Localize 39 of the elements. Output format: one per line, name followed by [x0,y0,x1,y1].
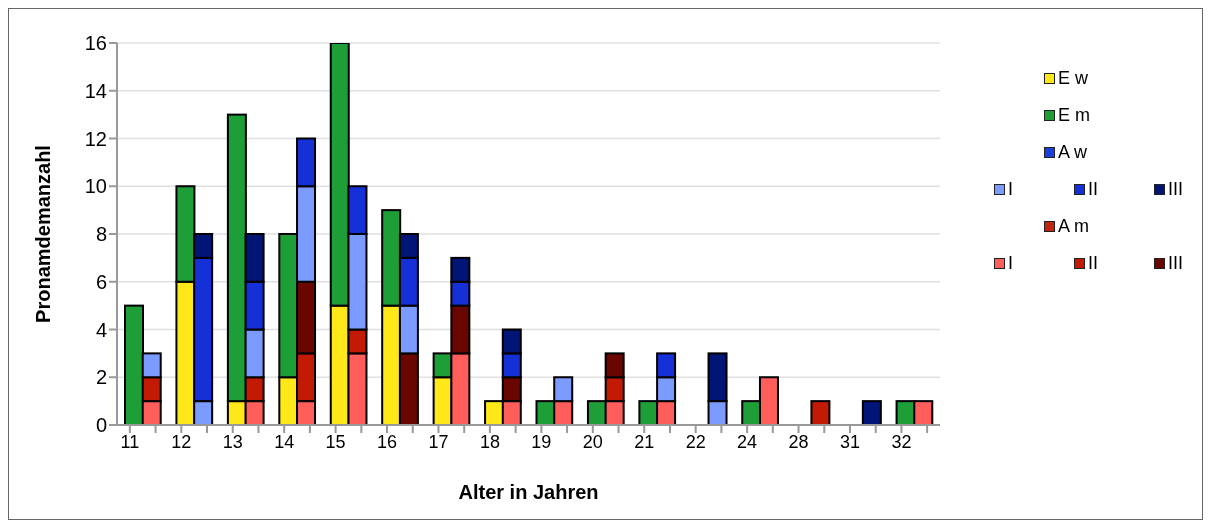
x-tick-label: 28 [788,431,809,452]
legend-label: III [1168,178,1184,200]
x-tick-label: 24 [737,431,758,452]
legend-label: III [1168,252,1184,274]
y-tick-label: 0 [95,414,107,437]
x-tick-label: 21 [634,431,655,452]
legend-label: II [1088,178,1099,200]
legend-label: I [1008,252,1014,274]
legend-label: A m [1058,215,1090,237]
x-tick-label: 14 [274,431,295,452]
y-tick-label: 2 [95,366,107,389]
y-tick-label: 4 [95,318,107,341]
x-tick-label: 22 [685,431,706,452]
y-tick-label: 12 [84,127,107,150]
x-tick-label: 19 [531,431,552,452]
x-tick-label: 12 [171,431,192,452]
y-tick-label: 16 [84,32,107,55]
x-tick-label: 17 [428,431,449,452]
y-tick-label: 14 [84,79,107,102]
x-tick-label: 15 [325,431,346,452]
x-tick-label: 18 [479,431,500,452]
x-tick-label: 16 [377,431,398,452]
y-tick-label: 10 [84,175,107,198]
x-tick-label: 31 [839,431,860,452]
x-tick-label: 13 [222,431,243,452]
y-tick-label: 8 [95,223,107,246]
x-tick-label: 11 [120,431,140,452]
legend-label: E w [1058,67,1089,89]
x-tick-label: 20 [582,431,603,452]
x-axis-title: Alter in Jahren [458,481,599,503]
y-tick-label: 6 [95,270,107,293]
bar [810,400,831,425]
legend-label: E m [1058,104,1091,126]
legend-label: I [1008,178,1014,200]
y-axis-title: Pronamdemanzahl [32,145,55,323]
x-tick-label: 32 [891,431,912,452]
bar [861,400,882,425]
legend-label: II [1088,252,1099,274]
legend-label: A w [1058,141,1088,163]
